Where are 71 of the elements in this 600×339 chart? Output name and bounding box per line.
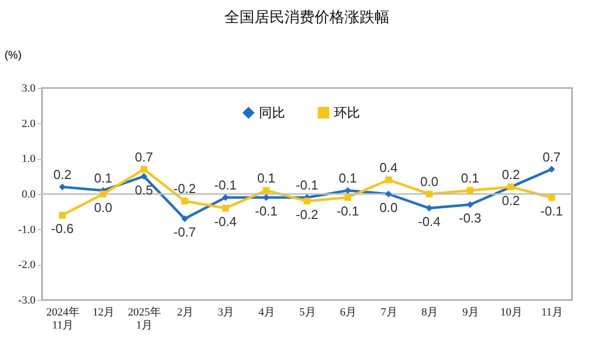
legend-label: 环比 [334, 104, 360, 120]
point [181, 198, 188, 204]
y-axis-title: (%) [4, 50, 22, 62]
x-tick-label: 4月 [258, 306, 275, 318]
data-label: 0.5 [134, 182, 153, 198]
point [466, 201, 474, 208]
data-label: 0.0 [94, 200, 112, 215]
y-tick-label: -3.0 [18, 294, 36, 306]
data-label: 0.7 [134, 149, 153, 164]
data-label: 0.2 [502, 192, 520, 208]
y-tick-label: 0.0 [22, 188, 36, 200]
point [344, 187, 352, 194]
data-label: -0.1 [540, 204, 563, 219]
point [304, 198, 310, 204]
legend-label: 同比 [259, 104, 285, 120]
point [426, 204, 433, 212]
data-label: -0.2 [173, 181, 196, 196]
y-tick-label: 1.0 [22, 153, 36, 166]
point [344, 194, 352, 201]
data-label: 0.2 [53, 166, 72, 182]
chart-title: 全国居民消费价格涨跌幅 [224, 9, 390, 26]
data-label: 0.0 [420, 174, 438, 189]
point [466, 187, 474, 194]
point [181, 215, 188, 222]
x-tick-label: 2024年 11月 [46, 306, 80, 332]
data-label: -0.1 [255, 204, 278, 219]
x-tick-label: 5月 [299, 306, 316, 318]
data-label: -0.3 [458, 210, 482, 226]
x-tick-label: 12月 [92, 306, 115, 318]
data-label: -0.2 [296, 207, 318, 222]
point [222, 194, 229, 201]
x-tick-label: 6月 [340, 306, 357, 318]
x-tick-label: 8月 [422, 306, 438, 318]
point [140, 166, 148, 173]
data-label: -0.1 [336, 204, 359, 219]
data-label: -0.4 [214, 214, 237, 230]
x-tick-label: 2025年 1月 [128, 306, 161, 332]
y-tick-label: 2.0 [22, 118, 36, 130]
point [100, 190, 107, 198]
point [385, 176, 392, 184]
data-label: -0.7 [173, 224, 196, 240]
data-label: -0.1 [214, 178, 237, 193]
y-tick-label: -2.0 [18, 259, 36, 272]
x-tick-label: 2月 [176, 306, 194, 318]
point [59, 212, 66, 219]
data-label: 0.4 [380, 160, 398, 175]
y-tick-label: -1.0 [18, 224, 36, 236]
point [426, 190, 433, 198]
x-tick-label: 7月 [380, 306, 398, 318]
y-tick-label: 3.0 [22, 82, 36, 94]
data-label: 0.1 [94, 170, 112, 186]
point [385, 190, 392, 198]
x-tick-label: 11月 [541, 306, 563, 318]
data-label: -0.1 [296, 178, 318, 193]
data-label: -0.4 [418, 214, 441, 230]
point [140, 172, 148, 180]
point [59, 184, 66, 190]
x-tick-label: 9月 [462, 306, 479, 318]
point [548, 166, 555, 173]
x-tick-label: 10月 [500, 306, 522, 318]
data-label: 0.1 [461, 170, 480, 186]
data-label: -0.6 [51, 221, 74, 236]
data-label: 0.1 [338, 170, 357, 186]
data-label: 0.0 [380, 200, 398, 215]
point [222, 204, 229, 212]
data-label: 0.2 [502, 166, 520, 182]
point [548, 194, 555, 201]
point [262, 187, 270, 194]
data-label: 0.1 [257, 170, 276, 186]
data-label: 0.7 [542, 149, 561, 164]
x-tick-label: 3月 [218, 306, 234, 318]
